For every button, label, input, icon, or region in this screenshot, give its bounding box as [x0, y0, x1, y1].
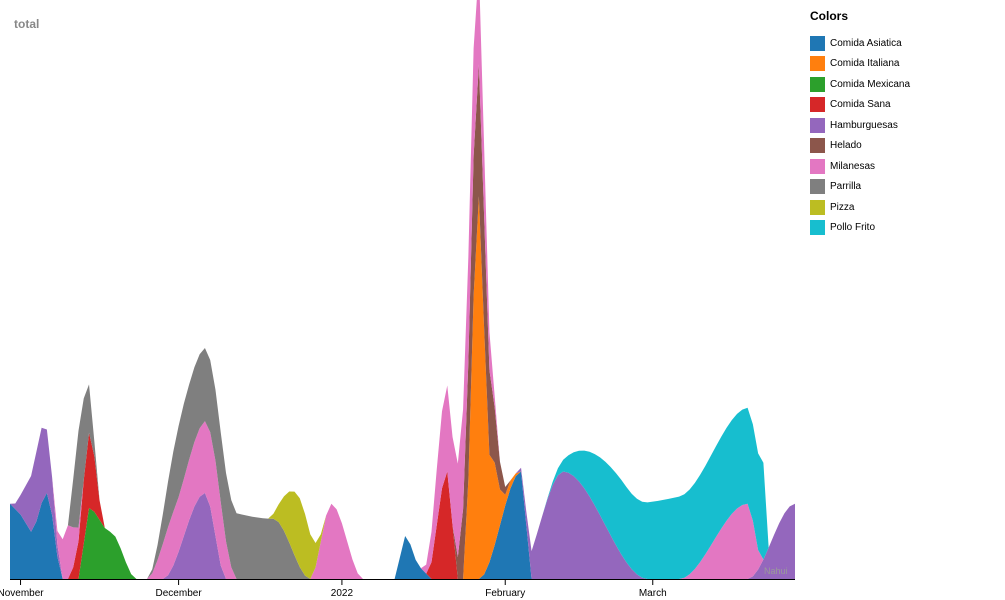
layer-parrilla[interactable]: [10, 0, 795, 579]
legend-swatch: [810, 56, 825, 72]
legend-title: Colors: [810, 9, 849, 23]
legend-item[interactable]: Pizza: [810, 197, 910, 218]
legend-label: Pizza: [830, 201, 855, 213]
legend-item[interactable]: Helado: [810, 136, 910, 157]
legend-swatch: [810, 138, 825, 154]
y-axis-label: total: [14, 17, 40, 31]
legend-swatch: [810, 76, 825, 92]
legend-label: Helado: [830, 140, 862, 152]
x-tick-label: 2022: [331, 588, 354, 599]
legend-label: Milanesas: [830, 160, 876, 172]
x-tick-label: February: [485, 588, 525, 599]
legend-swatch: [810, 35, 825, 51]
legend-swatch: [810, 158, 825, 174]
legend-swatch: [810, 97, 825, 113]
legend-item[interactable]: Comida Sana: [810, 95, 910, 116]
x-tick-label: November: [0, 588, 44, 599]
legend: Colors Comida Asiatica Comida Italiana Com…: [810, 9, 910, 238]
legend-item[interactable]: Parrilla: [810, 177, 910, 198]
legend-label: Comida Sana: [830, 99, 891, 111]
legend-swatch: [810, 220, 825, 236]
legend-items: Comida Asiatica Comida Italiana Comida Mex…: [810, 33, 910, 238]
legend-label: Parrilla: [830, 181, 862, 193]
legend-item[interactable]: Pollo Frito: [810, 218, 910, 239]
stream-layers: [10, 0, 795, 580]
legend-swatch: [810, 117, 825, 133]
legend-item[interactable]: Comida Asiatica: [810, 33, 910, 54]
layer-comida-mexicana[interactable]: [10, 196, 795, 580]
layer-pollo-frito[interactable]: [10, 0, 795, 579]
legend-label: Comida Italiana: [830, 58, 900, 70]
legend-label: Comida Asiatica: [830, 37, 902, 49]
legend-item[interactable]: Hamburguesas: [810, 115, 910, 136]
layer-milanesas[interactable]: [10, 0, 795, 579]
legend-swatch: [810, 179, 825, 195]
x-tick-label: March: [639, 588, 667, 599]
legend-item[interactable]: Milanesas: [810, 156, 910, 177]
legend-item[interactable]: Comida Mexicana: [810, 74, 910, 95]
layer-comida-asiatica[interactable]: [10, 471, 795, 580]
legend-label: Comida Mexicana: [830, 78, 911, 90]
legend-swatch: [810, 199, 825, 215]
layer-pizza[interactable]: [10, 0, 795, 579]
x-axis: November December 2022 February March: [0, 579, 795, 599]
legend-label: Pollo Frito: [830, 222, 876, 234]
corner-label: Nahui: [764, 566, 788, 576]
x-tick-label: December: [156, 588, 203, 599]
legend-label: Hamburguesas: [830, 119, 898, 131]
legend-item[interactable]: Comida Italiana: [810, 54, 910, 75]
